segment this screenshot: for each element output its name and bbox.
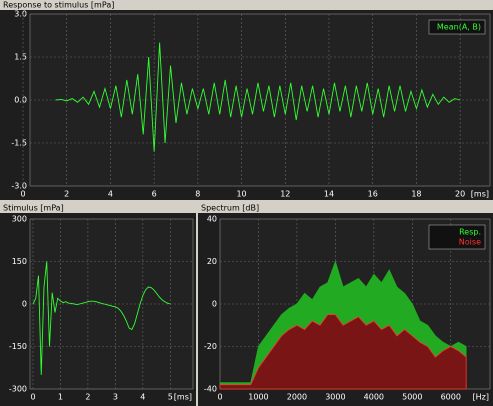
waveform-line bbox=[55, 42, 461, 152]
x-tick-label: 14 bbox=[324, 190, 334, 199]
x-tick-label: 3 bbox=[113, 393, 118, 402]
x-tick-label: 4000 bbox=[364, 393, 384, 402]
legend-box bbox=[428, 224, 486, 250]
y-tick-label: 3.0 bbox=[14, 10, 27, 19]
y-tick-label: 1.5 bbox=[14, 53, 27, 62]
y-tick-label: -150 bbox=[9, 342, 27, 351]
x-tick-label: 8 bbox=[195, 190, 200, 199]
x-tick-label: 18 bbox=[411, 190, 421, 199]
panel-title: Stimulus [mPa] bbox=[3, 204, 64, 213]
legend-entry: Noise bbox=[459, 238, 481, 247]
y-tick-label: -3.0 bbox=[11, 182, 27, 191]
x-tick-label: 4 bbox=[108, 190, 113, 199]
x-unit-label: [ms] bbox=[174, 393, 192, 402]
x-tick-label: 5000 bbox=[402, 393, 422, 402]
x-unit-label: [ms] bbox=[471, 190, 489, 199]
x-tick-label: 6 bbox=[152, 190, 157, 199]
spectrum-area bbox=[219, 314, 467, 390]
x-tick-label: 12 bbox=[280, 190, 290, 199]
y-tick-label: -1.5 bbox=[11, 139, 27, 148]
x-tick-label: 2 bbox=[85, 393, 90, 402]
y-tick-label: 0 bbox=[212, 300, 217, 309]
y-tick-label: 150 bbox=[12, 257, 27, 266]
x-tick-label: 1000 bbox=[248, 393, 268, 402]
x-tick-label: 20 bbox=[455, 190, 465, 199]
y-tick-label: 20 bbox=[207, 257, 217, 266]
x-tick-label: 6000 bbox=[441, 393, 461, 402]
y-tick-label: 40 bbox=[207, 215, 217, 224]
x-tick-label: 2000 bbox=[287, 393, 307, 402]
legend-entry: Mean(A, B) bbox=[437, 23, 481, 32]
x-tick-label: 0 bbox=[217, 393, 222, 402]
x-tick-label: 3000 bbox=[325, 393, 345, 402]
panel-title: Spectrum [dB] bbox=[201, 204, 259, 213]
legend-entry: Resp. bbox=[459, 228, 481, 237]
panel-header bbox=[0, 0, 493, 10]
panel-header bbox=[198, 203, 493, 213]
y-tick-label: 300 bbox=[12, 215, 27, 224]
x-tick-label: 4 bbox=[140, 393, 145, 402]
waveform-line bbox=[32, 261, 171, 375]
x-tick-label: 2 bbox=[64, 190, 69, 199]
y-tick-label: -40 bbox=[204, 385, 217, 394]
x-tick-label: 0 bbox=[20, 190, 25, 199]
panel-header bbox=[0, 203, 196, 213]
x-tick-label: 1 bbox=[58, 393, 63, 402]
x-tick-label: 16 bbox=[368, 190, 378, 199]
legend-box bbox=[428, 19, 486, 35]
y-tick-label: -300 bbox=[9, 385, 27, 394]
y-tick-label: 0.0 bbox=[14, 96, 27, 105]
x-unit-label: [Hz] bbox=[473, 393, 489, 402]
x-tick-label: 5 bbox=[168, 393, 173, 402]
x-tick-label: 10 bbox=[236, 190, 246, 199]
panel-title: Response to stimulus [mPa] bbox=[3, 1, 114, 10]
y-tick-label: -20 bbox=[204, 342, 217, 351]
y-tick-label: 0 bbox=[22, 300, 27, 309]
x-tick-label: 0 bbox=[30, 393, 35, 402]
